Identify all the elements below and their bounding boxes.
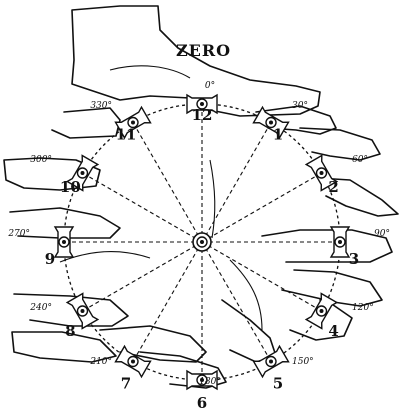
degree-label-10: 300°	[30, 155, 52, 165]
spoke-1	[201, 122, 272, 243]
clock-face: 120°130°260°390°4120°5150°6180°7210°8240…	[7, 81, 390, 412]
marker-dot-9	[62, 240, 66, 244]
hour-label-5: 5	[273, 375, 283, 393]
shoe-l5	[11, 331, 117, 363]
shoe-r5	[293, 269, 383, 307]
degree-label-8: 240°	[29, 303, 52, 313]
marker-dot-4	[319, 309, 324, 313]
shoe-top	[71, 5, 321, 117]
hour-label-1: 1	[273, 125, 283, 143]
degree-label-3: 90°	[374, 229, 390, 239]
shoe-l2	[3, 157, 101, 191]
spoke-5	[201, 241, 272, 362]
shoe-outlines	[3, 5, 399, 389]
hour-label-9: 9	[45, 250, 55, 268]
spoke-10	[82, 172, 203, 243]
marker-dot-1	[269, 120, 273, 125]
degree-label-12: 0°	[205, 81, 215, 91]
shoe-b2	[139, 351, 227, 389]
degree-label-2: 60°	[352, 155, 368, 165]
marker-dot-12	[200, 102, 204, 106]
spoke-8	[82, 241, 203, 312]
degree-label-9: 270°	[7, 229, 30, 239]
degree-label-6: 180°	[199, 377, 221, 387]
shoe-l1	[51, 107, 121, 139]
marker-dot-3	[338, 240, 342, 244]
marker-dot-5	[269, 359, 273, 364]
marker-dot-2	[319, 171, 324, 175]
shoe-r1	[255, 105, 337, 135]
hour-label-2: 2	[328, 178, 338, 196]
shoe-r3	[317, 177, 399, 217]
center-hub-dot	[200, 240, 204, 244]
shoe-r7	[221, 299, 277, 363]
degree-label-5: 150°	[292, 357, 314, 367]
marker-dot-8	[80, 309, 85, 313]
marker-dot-7	[131, 359, 135, 364]
spoke-7	[132, 241, 203, 362]
shoe-r6	[281, 289, 353, 341]
degree-label-11: 330°	[90, 101, 112, 111]
hour-label-7: 7	[121, 375, 131, 393]
hour-label-8: 8	[65, 322, 75, 340]
spoke-2	[201, 172, 322, 243]
spoke-11	[132, 122, 203, 243]
shoe-r2	[299, 127, 381, 161]
spoke-4	[201, 241, 322, 312]
hour-label-11: 11	[116, 125, 137, 143]
degree-label-7: 210°	[89, 357, 112, 367]
shoe-l4	[13, 293, 129, 327]
hour-label-4: 4	[328, 322, 338, 340]
marker-dot-6	[200, 378, 204, 382]
degree-label-1: 30°	[292, 101, 308, 111]
marker-dot-11	[131, 120, 135, 125]
zero-label: ZERO	[176, 41, 231, 60]
degree-label-4: 120°	[352, 303, 374, 313]
hour-label-6: 6	[197, 394, 207, 412]
shoe-b1	[99, 325, 207, 363]
hour-label-12: 12	[192, 106, 213, 124]
shoe-r4	[261, 229, 393, 263]
hour-label-10: 10	[60, 178, 81, 196]
hour-label-3: 3	[349, 250, 359, 268]
marker-dot-10	[80, 171, 85, 175]
